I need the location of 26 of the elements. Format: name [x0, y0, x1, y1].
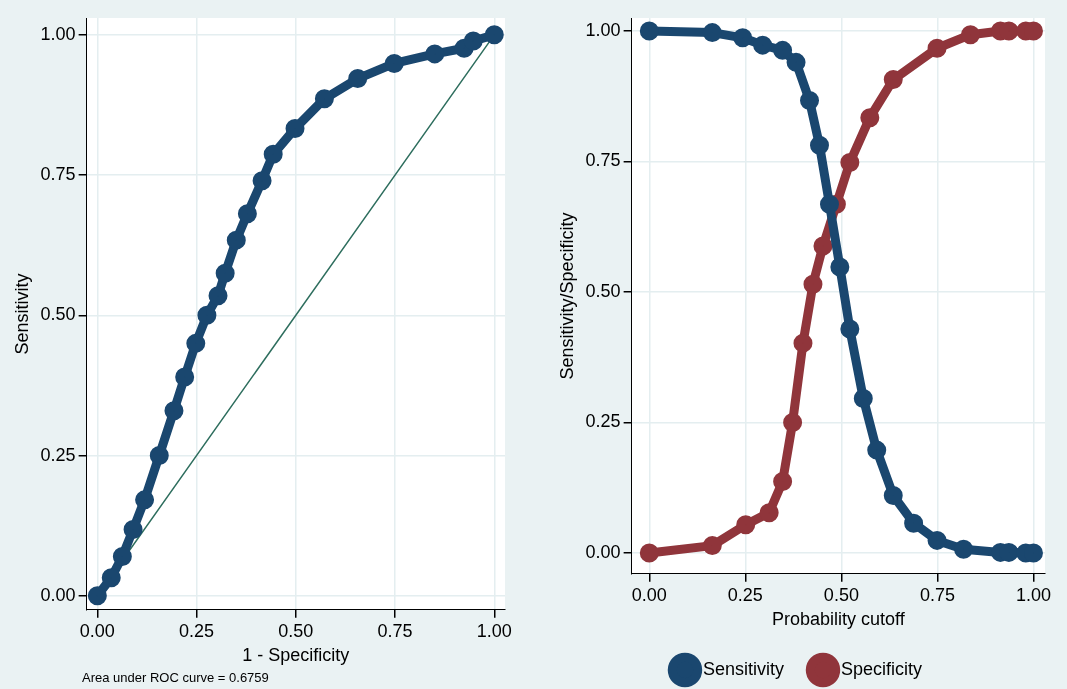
y-axis-title: Sensitivity — [11, 273, 32, 355]
x-tick-label: 0.00 — [79, 620, 115, 641]
x-axis-title: Probability cutoff — [771, 609, 906, 630]
y-tick-label: 0.00 — [585, 541, 621, 562]
y-tick-label: 1.00 — [40, 23, 76, 44]
y-tick-label: 0.75 — [585, 150, 621, 171]
x-tick-label: 0.25 — [727, 584, 763, 605]
y-tick-label: 0.25 — [40, 444, 76, 465]
y-axis-title: Sensitivity/Specificity — [556, 212, 577, 380]
x-tick-label: 0.00 — [631, 584, 667, 605]
x-tick-label: 0.75 — [377, 620, 413, 641]
legend-label: Sensitivity — [702, 658, 784, 679]
x-tick-label: 1.00 — [476, 620, 512, 641]
x-tick-label: 0.75 — [919, 584, 955, 605]
y-tick-label: 0.75 — [40, 164, 76, 185]
x-tick-label: 1.00 — [1015, 584, 1051, 605]
x-tick-label: 0.25 — [179, 620, 215, 641]
y-tick-label: 0.50 — [585, 280, 621, 301]
y-tick-label: 0.25 — [585, 411, 621, 432]
x-axis-title: 1 - Specificity — [242, 645, 350, 666]
x-tick-label: 0.50 — [823, 584, 859, 605]
text: Area under ROC curve = 0.6759 — [82, 670, 269, 685]
y-tick-label: 1.00 — [585, 20, 621, 41]
y-tick-label: 0.50 — [40, 304, 76, 325]
x-tick-label: 0.50 — [278, 620, 314, 641]
legend-label: Specificity — [841, 658, 923, 679]
